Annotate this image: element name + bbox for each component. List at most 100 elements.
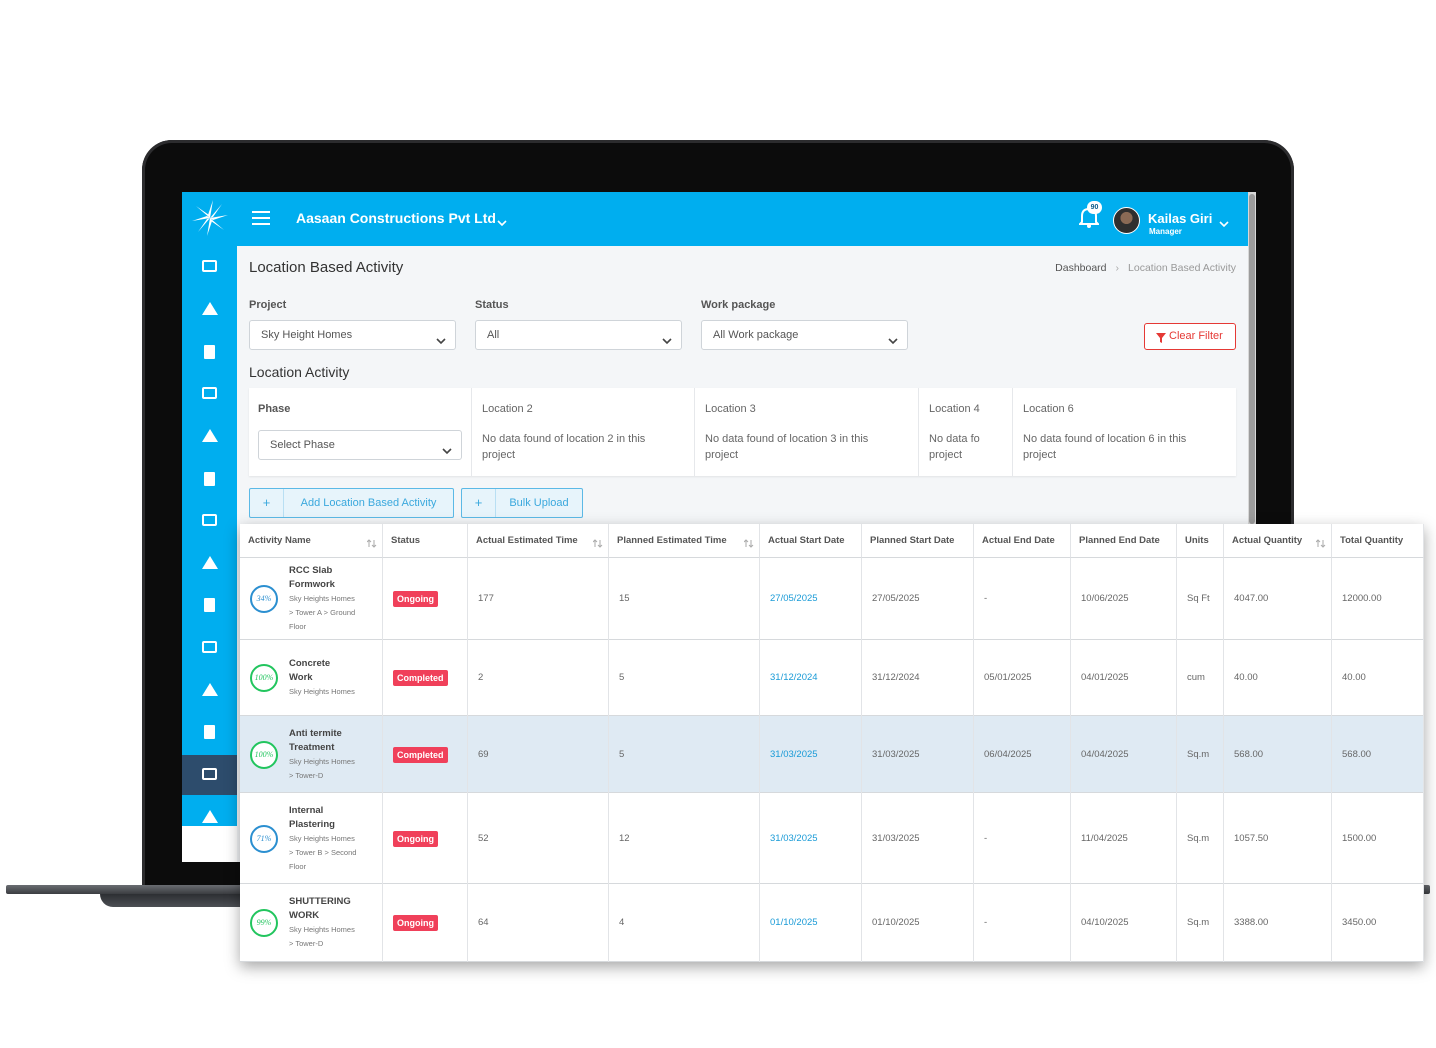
column-header: Units [1177, 524, 1224, 558]
table-cell: 64 [478, 917, 489, 928]
location-message: No data found of location 3 in this proj… [705, 433, 869, 461]
cell-border [1224, 884, 1332, 962]
sidebar-icon [200, 724, 220, 745]
location-column: Location 2 No data found of location 2 in… [471, 388, 694, 476]
activity-info: Internal Plastering Sky Heights Homes > T… [289, 793, 379, 884]
table-cell: 04/01/2025 [1081, 672, 1129, 683]
cell-border [609, 793, 760, 884]
sidebar-icon [200, 259, 220, 280]
sidebar-icon-svg [204, 598, 215, 613]
avatar[interactable] [1113, 207, 1140, 234]
progress-ring: 34% [250, 585, 278, 613]
column-header[interactable]: Actual Quantity [1224, 524, 1332, 558]
user-chevron-svg [1219, 221, 1229, 228]
column-header-text: Actual Start Date [768, 535, 845, 546]
cell-border [468, 716, 609, 793]
action-button[interactable]: + Add Location Based Activity [249, 488, 454, 518]
column-header: Actual Start Date [760, 524, 862, 558]
filter-select[interactable]: Sky Height Homes [249, 320, 456, 350]
table-row: 100% Concrete Work Sky Heights Homes Comple… [240, 640, 1424, 716]
sidebar-icon [200, 555, 220, 576]
cell-border [609, 640, 760, 716]
location-message: No data found of location 2 in this proj… [482, 433, 646, 461]
filter-select[interactable]: All Work package [701, 320, 908, 350]
filter-value: All Work package [713, 329, 799, 341]
activity-name: Anti termite Treatment [289, 727, 342, 753]
filter-label: Project [249, 299, 287, 311]
breadcrumb-item[interactable]: Dashboard [1055, 262, 1107, 274]
user-role: Manager [1149, 227, 1182, 236]
sidebar-icon [200, 344, 220, 365]
table-cell: 01/10/2025 [872, 917, 920, 928]
company-chevron-svg [497, 220, 507, 227]
phase-select[interactable]: Select Phase [258, 430, 462, 460]
sidebar-icon [200, 682, 220, 703]
sidebar-active[interactable] [182, 755, 237, 795]
cell-border [1332, 640, 1424, 716]
clear-filter-button[interactable]: Clear Filter [1144, 323, 1236, 350]
table-cell: 01/10/2025 [770, 917, 818, 928]
column-header[interactable]: Activity Name [240, 524, 383, 558]
sort-icon-svg [1315, 539, 1326, 548]
activity-info: Concrete Work Sky Heights Homes [289, 640, 379, 716]
sort-icon [1315, 536, 1326, 554]
page-title: Location Based Activity [249, 259, 404, 276]
column-header: Total Quantity [1332, 524, 1424, 558]
table-cell: 15 [619, 593, 630, 604]
table-cell: 5 [619, 748, 625, 760]
status-badge: Ongoing [393, 591, 438, 607]
company-name[interactable]: Aasaan Constructions Pvt Ltd [296, 210, 496, 226]
cell-border [1332, 558, 1424, 640]
top-bar [182, 192, 1248, 246]
column-header-text: Planned Estimated Time [617, 535, 727, 546]
cell-border [1071, 884, 1177, 962]
cell-border [383, 884, 468, 962]
cell-border [1071, 793, 1177, 884]
notification-badge: 90 [1087, 201, 1102, 214]
cell-border [383, 640, 468, 716]
cell-border [609, 884, 760, 962]
sidebar-icon-svg [202, 429, 218, 443]
progress-text: 34% [256, 594, 272, 603]
select-chevron [436, 332, 446, 350]
filter-value: All [487, 329, 500, 341]
cell-border [1177, 640, 1224, 716]
column-header-text: Planned End Date [1079, 535, 1160, 546]
column-header[interactable]: Planned Estimated Time [609, 524, 760, 558]
activity-info: Anti termite Treatment Sky Heights Homes … [289, 716, 379, 793]
cell-border [1224, 716, 1332, 793]
table-cell: Sq.m [1187, 917, 1210, 928]
filter-icon [1156, 331, 1167, 349]
activity-location: Sky Heights Homes [289, 687, 355, 696]
cell-border [1071, 716, 1177, 793]
cell-border [1332, 716, 1424, 793]
filter-select[interactable]: All [475, 320, 682, 350]
sidebar-icon [200, 386, 220, 407]
column-header-text: Total Quantity [1340, 535, 1404, 546]
column-header[interactable]: Actual Estimated Time [468, 524, 609, 558]
column-header-text: Activity Name [248, 535, 311, 546]
sidebar-icon [200, 301, 220, 322]
progress-ring: 71% [250, 824, 278, 853]
location-card: Phase Select Phase Location 2 No data found… [249, 388, 1236, 476]
cell-border [1071, 640, 1177, 716]
column-header-text: Units [1185, 535, 1209, 546]
status-badge: Completed [393, 670, 448, 686]
table-cell: - [984, 917, 988, 928]
sidebar-icon-svg [202, 640, 217, 653]
table-cell: 3450.00 [1342, 917, 1377, 928]
select-chevron-svg [442, 448, 452, 455]
user-name[interactable]: Kailas Giri [1148, 211, 1213, 226]
phase-placeholder: Select Phase [270, 439, 335, 451]
table-cell: - [984, 832, 988, 844]
menu-icon[interactable] [252, 211, 270, 225]
action-button[interactable]: + Bulk Upload [461, 488, 583, 518]
sort-icon [366, 536, 377, 554]
table-cell: 568.00 [1342, 748, 1372, 760]
activity-name: Internal Plastering [289, 804, 335, 830]
table-cell: Sq.m [1187, 832, 1210, 844]
select-chevron-svg [436, 338, 446, 345]
sidebar-icon-svg [202, 556, 218, 570]
column-header-text: Actual End Date [982, 535, 1055, 546]
